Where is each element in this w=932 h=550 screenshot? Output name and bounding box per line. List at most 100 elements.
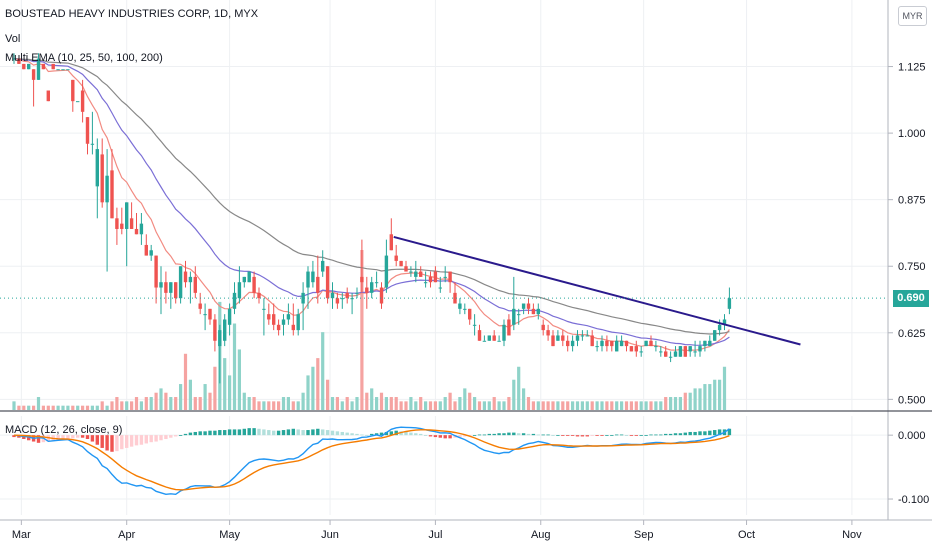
candle-body xyxy=(301,292,305,304)
volume-bar xyxy=(32,405,36,410)
macd-histogram-bar xyxy=(232,429,237,436)
candle-body xyxy=(448,271,452,283)
volume-bar xyxy=(468,392,472,410)
candle-body xyxy=(619,340,624,347)
macd-histogram-bar xyxy=(223,430,227,436)
macd-histogram-bar xyxy=(85,435,90,439)
volume-bar xyxy=(375,397,379,410)
volume-bar xyxy=(193,397,197,410)
volume-bar xyxy=(188,379,192,410)
candle-body xyxy=(512,308,516,325)
candle-body xyxy=(414,271,418,277)
macd-histogram-bar xyxy=(281,430,286,436)
candle-body xyxy=(409,271,413,273)
volume-bar xyxy=(125,401,129,410)
volume-bar xyxy=(296,401,300,410)
volume-bar xyxy=(247,397,251,410)
macd-histogram-bar xyxy=(443,435,447,439)
macd-histogram-bar xyxy=(379,432,384,436)
macd-histogram-bar xyxy=(71,435,75,439)
macd-histogram-bar xyxy=(218,430,222,436)
candle-body xyxy=(193,276,197,293)
volume-bar xyxy=(120,401,124,410)
candle-body xyxy=(659,351,663,353)
candle-body xyxy=(370,282,374,293)
volume-bar xyxy=(487,401,491,410)
volume-bar xyxy=(575,401,580,410)
volume-bar xyxy=(71,405,75,410)
candle-body xyxy=(178,266,183,299)
volume-bar xyxy=(130,401,134,410)
candle-body xyxy=(526,303,531,309)
volume-bar xyxy=(252,397,256,410)
volume-bar xyxy=(664,397,668,410)
macd-histogram-bar xyxy=(619,434,624,436)
macd-histogram-bar xyxy=(404,431,408,436)
candle-body xyxy=(27,63,31,70)
candle-body xyxy=(174,282,178,299)
macd-histogram-bar xyxy=(90,435,95,442)
volume-bar xyxy=(27,405,31,410)
macd-histogram-bar xyxy=(394,430,398,436)
candle-body xyxy=(541,324,545,331)
volume-bar xyxy=(174,397,178,410)
volume-bar xyxy=(139,401,143,410)
candle-body xyxy=(585,335,589,337)
volume-bar xyxy=(311,366,315,410)
candle-body xyxy=(306,271,310,288)
candle-body xyxy=(575,335,580,341)
macd-histogram-bar xyxy=(325,430,330,436)
candle-body xyxy=(600,340,604,347)
macd-histogram-bar xyxy=(556,435,560,436)
currency-badge[interactable]: MYR xyxy=(898,6,927,26)
candle-body xyxy=(272,314,276,325)
volume-bar xyxy=(169,397,173,410)
macd-histogram-bar xyxy=(595,435,599,436)
volume-bar xyxy=(629,401,633,410)
candle-body xyxy=(56,69,60,71)
signal-line xyxy=(13,429,730,491)
candle-body xyxy=(419,271,423,277)
candle-body xyxy=(713,330,717,341)
volume-bar xyxy=(414,401,418,410)
volume-bar xyxy=(355,397,359,410)
macd-histogram-bar xyxy=(502,433,506,436)
volume-bar xyxy=(531,401,535,410)
volume-bar xyxy=(330,397,335,410)
last-price-tag: 0.690 xyxy=(893,289,929,307)
macd-histogram-bar xyxy=(66,435,70,439)
macd-histogram-bar xyxy=(497,433,501,436)
volume-bar xyxy=(237,349,241,410)
volume-bar xyxy=(379,392,384,410)
macd-histogram-bar xyxy=(203,431,207,436)
candle-body xyxy=(227,308,232,325)
macd-histogram-bar xyxy=(316,428,320,436)
candle-body xyxy=(428,276,433,283)
macd-histogram-bar xyxy=(198,431,202,436)
candle-body xyxy=(517,314,521,316)
volume-bar xyxy=(512,379,516,410)
volume-bar xyxy=(477,401,482,410)
volume-bar xyxy=(649,401,653,410)
candle-body xyxy=(664,351,668,357)
price-tick-label: 1.125 xyxy=(898,62,926,74)
volume-bar xyxy=(277,401,281,410)
candle-body xyxy=(595,346,599,348)
volume-bar xyxy=(335,397,339,410)
volume-bar xyxy=(409,397,413,410)
candle-body xyxy=(678,346,683,357)
macd-histogram-bar xyxy=(27,435,31,441)
macd-histogram-bar xyxy=(340,431,344,436)
volume-bar xyxy=(683,392,687,410)
candle-body xyxy=(262,308,266,310)
candle-body xyxy=(36,58,41,80)
ema-25-line xyxy=(13,58,730,346)
candle-body xyxy=(590,335,594,347)
volume-bar xyxy=(85,405,90,410)
macd-histogram-bar xyxy=(134,435,139,446)
volume-bar xyxy=(458,397,462,410)
candle-body xyxy=(12,58,16,60)
macd-histogram-bar xyxy=(414,433,418,436)
macd-histogram-bar xyxy=(512,432,516,436)
